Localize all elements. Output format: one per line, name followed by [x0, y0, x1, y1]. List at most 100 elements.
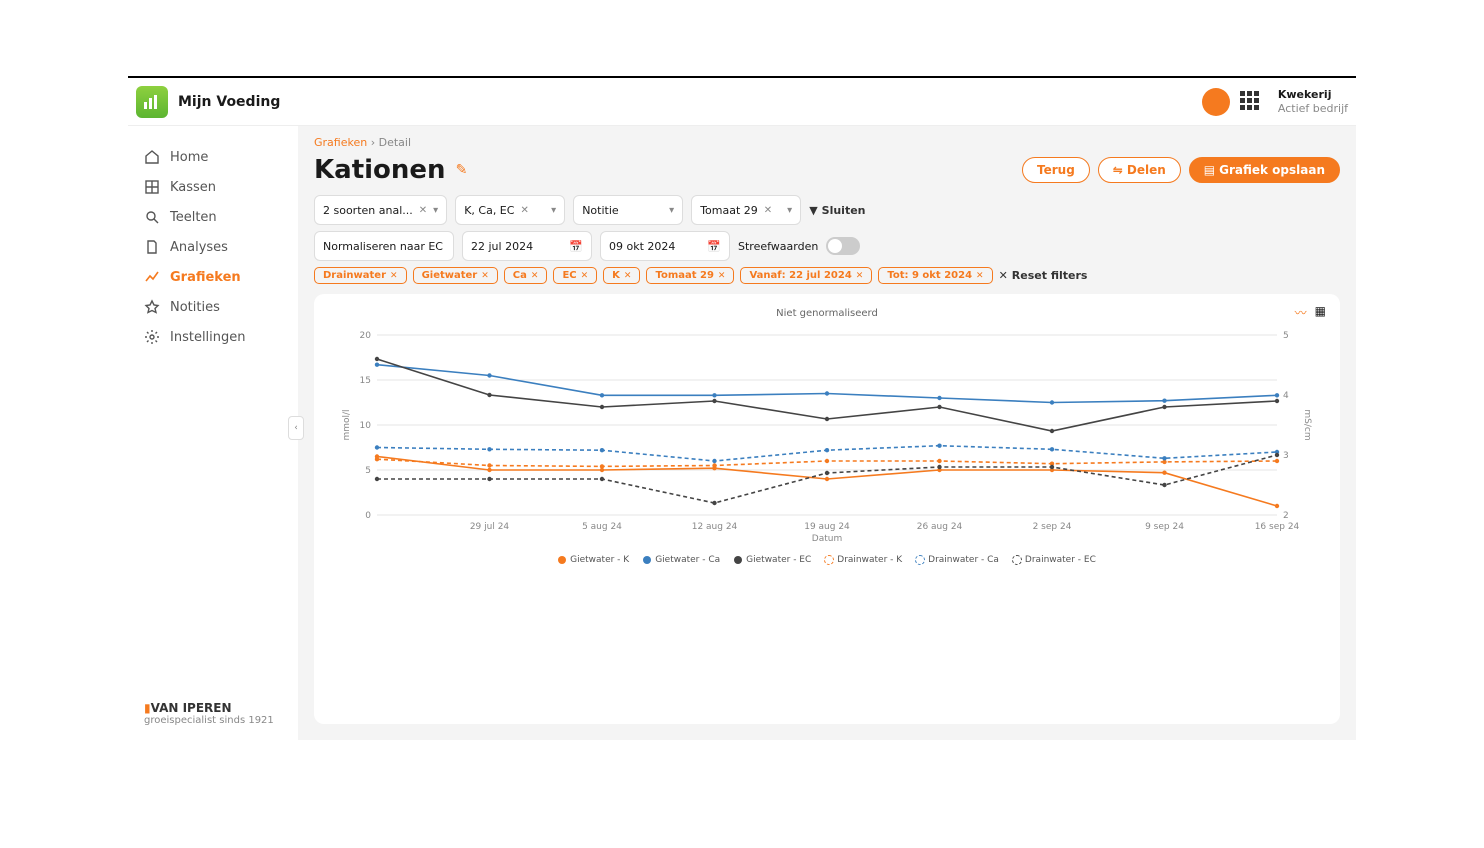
legend-label: Gietwater - K — [570, 555, 629, 565]
close-icon[interactable]: ✕ — [481, 271, 489, 281]
filter-chip[interactable]: Ca✕ — [504, 267, 548, 284]
chart-view-line-icon[interactable]: 〰 — [1295, 304, 1307, 321]
crumb-parent[interactable]: Grafieken — [314, 136, 367, 149]
close-icon[interactable]: ✕ — [856, 271, 864, 281]
svg-text:mS/cm: mS/cm — [1302, 409, 1312, 440]
date-to-value: 09 okt 2024 — [609, 240, 675, 253]
legend-item[interactable]: Drainwater - Ca — [916, 555, 999, 565]
doc-icon — [144, 239, 160, 255]
close-filters-label: Sluiten — [822, 204, 866, 217]
reset-filters-button[interactable]: ✕Reset filters — [999, 269, 1088, 282]
filter-select-value: Notitie — [582, 204, 618, 217]
brand-sub: groeispecialist sinds 1921 — [144, 715, 282, 726]
normalize-select[interactable]: Normaliseren naar EC — [314, 231, 454, 261]
brand-footer: ▮VAN IPEREN groeispecialist sinds 1921 — [128, 691, 298, 740]
legend-item[interactable]: Drainwater - EC — [1013, 555, 1096, 565]
chip-label: K — [612, 270, 620, 281]
apps-menu-icon[interactable] — [1240, 91, 1262, 113]
filter-select[interactable]: K, Ca, EC ✕ ▾ — [455, 195, 565, 225]
filter-select[interactable]: Tomaat 29✕▾ — [691, 195, 801, 225]
share-button-label: Delen — [1127, 163, 1166, 177]
close-icon[interactable]: ✕ — [718, 271, 726, 281]
filter-select-value: Tomaat 29 — [700, 204, 758, 217]
chip-label: Gietwater — [422, 270, 478, 281]
date-from-input[interactable]: 22 jul 2024 📅 — [462, 231, 592, 261]
filter-chip[interactable]: K✕ — [603, 267, 640, 284]
close-icon[interactable]: ✕ — [390, 271, 398, 281]
sidebar-item-label: Teelten — [170, 210, 217, 225]
sidebar-item-home[interactable]: Home — [128, 142, 298, 172]
close-icon[interactable]: ✕ — [624, 271, 632, 281]
page-title: Kationen — [314, 155, 446, 185]
svg-text:5: 5 — [1283, 331, 1289, 341]
close-icon[interactable]: ✕ — [581, 271, 589, 281]
svg-text:2 sep 24: 2 sep 24 — [1033, 522, 1072, 532]
edit-icon[interactable]: ✎ — [456, 162, 468, 178]
normalize-label: Normaliseren naar EC — [323, 240, 443, 253]
account-block[interactable]: Kwekerij Actief bedrijf — [1278, 88, 1348, 114]
app-name: Mijn Voeding — [178, 94, 280, 110]
clear-icon[interactable]: ✕ — [419, 205, 427, 216]
svg-text:16 sep 24: 16 sep 24 — [1255, 522, 1300, 532]
svg-text:5: 5 — [365, 466, 371, 476]
sidebar-item-notities[interactable]: Notities — [128, 292, 298, 322]
legend-item[interactable]: Gietwater - EC — [734, 555, 811, 565]
date-to-input[interactable]: 09 okt 2024 📅 — [600, 231, 730, 261]
app-header: Mijn Voeding Kwekerij Actief bedrijf — [128, 78, 1356, 126]
filter-chip[interactable]: EC✕ — [553, 267, 597, 284]
svg-text:2: 2 — [1283, 511, 1289, 521]
sidebar-item-label: Analyses — [170, 240, 228, 255]
filter-chip[interactable]: Vanaf: 22 jul 2024✕ — [740, 267, 872, 284]
chevron-down-icon: ▾ — [551, 205, 556, 216]
legend-swatch — [825, 556, 833, 564]
svg-text:10: 10 — [360, 421, 372, 431]
sidebar-item-instellingen[interactable]: Instellingen — [128, 322, 298, 352]
brand-name: VAN IPEREN — [151, 701, 232, 715]
legend-swatch — [643, 556, 651, 564]
sidebar-item-teelten[interactable]: Teelten — [128, 202, 298, 232]
legend-swatch — [1013, 556, 1021, 564]
legend-label: Gietwater - EC — [746, 555, 811, 565]
legend-item[interactable]: Gietwater - K — [558, 555, 629, 565]
chevron-down-icon: ▾ — [433, 205, 438, 216]
sidebar-item-kassen[interactable]: Kassen — [128, 172, 298, 202]
sidebar-item-grafieken[interactable]: Grafieken — [128, 262, 298, 292]
gear-icon — [144, 329, 160, 345]
date-from-value: 22 jul 2024 — [471, 240, 533, 253]
targets-toggle[interactable] — [826, 237, 860, 255]
svg-text:19 aug 24: 19 aug 24 — [804, 522, 850, 532]
chart-title: Niet genormaliseerd — [334, 308, 1320, 319]
sidebar-item-label: Grafieken — [170, 270, 241, 285]
chip-label: Drainwater — [323, 270, 386, 281]
close-icon[interactable]: ✕ — [976, 271, 984, 281]
filter-chip[interactable]: Tomaat 29✕ — [646, 267, 734, 284]
save-chart-button[interactable]: ▤Grafiek opslaan — [1189, 157, 1340, 183]
chart-view-table-icon[interactable]: ▦ — [1315, 304, 1326, 321]
sidebar-collapse-handle[interactable]: ‹ — [288, 416, 304, 440]
avatar[interactable] — [1202, 88, 1230, 116]
close-icon: ✕ — [999, 269, 1008, 282]
svg-text:15: 15 — [360, 376, 371, 386]
filter-select-value: K, Ca, EC — [464, 204, 514, 217]
clear-icon[interactable]: ✕ — [764, 205, 772, 216]
chip-label: Tot: 9 okt 2024 — [887, 270, 972, 281]
clear-icon[interactable]: ✕ — [520, 205, 528, 216]
legend-item[interactable]: Drainwater - K — [825, 555, 902, 565]
sidebar-item-label: Instellingen — [170, 330, 246, 345]
svg-text:0: 0 — [365, 511, 371, 521]
svg-text:12 aug 24: 12 aug 24 — [692, 522, 738, 532]
close-filters-button[interactable]: ▼Sluiten — [809, 204, 865, 217]
svg-text:Datum: Datum — [812, 534, 842, 544]
filter-chip[interactable]: Drainwater ✕ — [314, 267, 407, 284]
legend-item[interactable]: Gietwater - Ca — [643, 555, 720, 565]
filter-chip[interactable]: Gietwater✕ — [413, 267, 498, 284]
close-icon[interactable]: ✕ — [531, 271, 539, 281]
line-chart: 05101520234529 jul 245 aug 2412 aug 2419… — [334, 325, 1320, 545]
share-button[interactable]: ⇋Delen — [1098, 157, 1181, 183]
filter-select[interactable]: Notitie▾ — [573, 195, 683, 225]
filter-select[interactable]: 2 soorten anal...✕▾ — [314, 195, 447, 225]
back-button[interactable]: Terug — [1022, 157, 1090, 183]
sidebar-item-analyses[interactable]: Analyses — [128, 232, 298, 262]
filter-chip[interactable]: Tot: 9 okt 2024 ✕ — [878, 267, 992, 284]
svg-text:3: 3 — [1283, 451, 1289, 461]
